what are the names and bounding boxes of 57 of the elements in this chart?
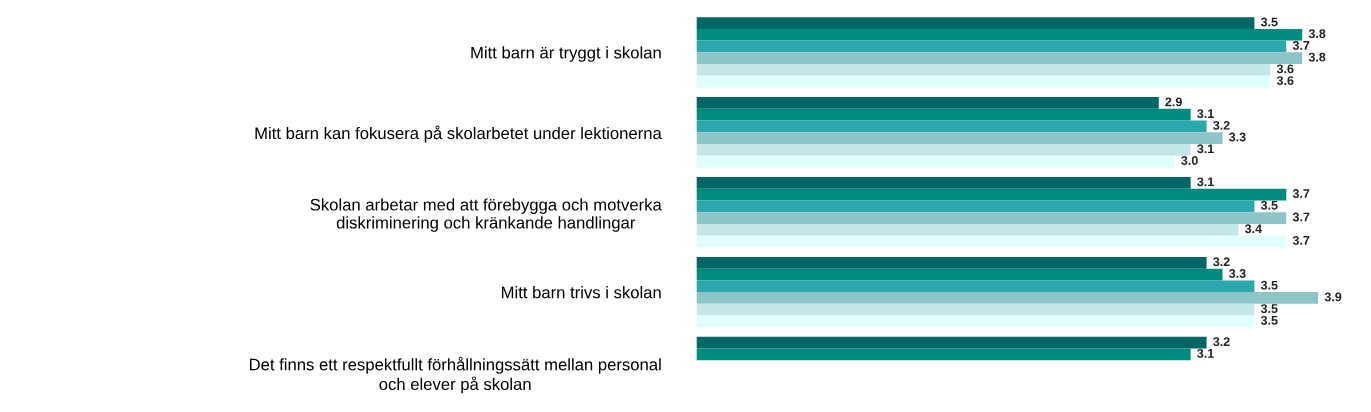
bar [696,177,1191,189]
bar [696,223,1239,236]
data-label: 3.0 [1181,156,1198,165]
data-label: 3.5 [1260,304,1278,314]
bar [696,155,1175,168]
bar [696,40,1287,53]
data-label: 3.7 [1292,189,1310,198]
bar [696,188,1287,201]
data-label: 3.1 [1197,177,1214,187]
bar [696,75,1271,88]
bar [696,200,1255,213]
y-tick-label: Mitt barn trivs i skolan [501,286,661,299]
y-tick-label: Skolan arbetar med att förebygga och motverka diskriminering och kränkande handlingar [310,198,662,232]
data-label: 3.7 [1292,235,1310,245]
y-tick-label: Mitt barn är tryggt i skolan [471,46,661,62]
data-label: 3.2 [1213,257,1230,267]
data-label: 3.7 [1292,212,1310,222]
bar [696,97,1159,109]
data-label: 3.2 [1213,337,1230,347]
data-label: 3.1 [1197,348,1214,358]
bar [696,64,1271,76]
bar [696,235,1287,248]
bar [696,315,1255,328]
bar [696,348,1191,361]
data-label: 2.9 [1165,97,1182,107]
bar [696,268,1223,281]
data-label: 3.7 [1292,40,1310,50]
data-label: 3.1 [1197,109,1214,119]
data-label: 3.3 [1229,269,1246,278]
y-tick-label: Mitt barn kan fokusera på skolarbetet under lektionerna [255,125,662,143]
bar [696,336,1207,349]
data-label: 3.4 [1244,224,1262,234]
bar [696,108,1191,121]
bar [696,132,1223,144]
data-label: 3.8 [1308,52,1326,62]
data-label: 3.2 [1213,120,1230,130]
data-label: 3.5 [1260,280,1278,290]
data-label: 3.8 [1308,29,1326,39]
bar [696,292,1319,304]
data-label: 3.3 [1229,132,1246,142]
bar [696,280,1255,293]
bar [696,52,1303,65]
bar [696,17,1255,29]
bar [696,212,1287,224]
bar [696,256,1207,269]
data-label: 3.6 [1276,64,1294,74]
data-label: 3.1 [1197,144,1214,154]
data-label: 3.6 [1276,76,1294,85]
bar [696,303,1255,316]
bar [696,120,1207,133]
bar [696,28,1303,41]
data-label: 3.5 [1260,315,1278,325]
data-label: 3.5 [1260,200,1278,210]
y-tick-label: Det finns ett respektfullt förhållningssätt mellan personal och elever på skolan [249,356,661,394]
data-label: 3.9 [1324,292,1342,302]
data-label: 3.5 [1260,17,1278,27]
bar [696,143,1191,156]
